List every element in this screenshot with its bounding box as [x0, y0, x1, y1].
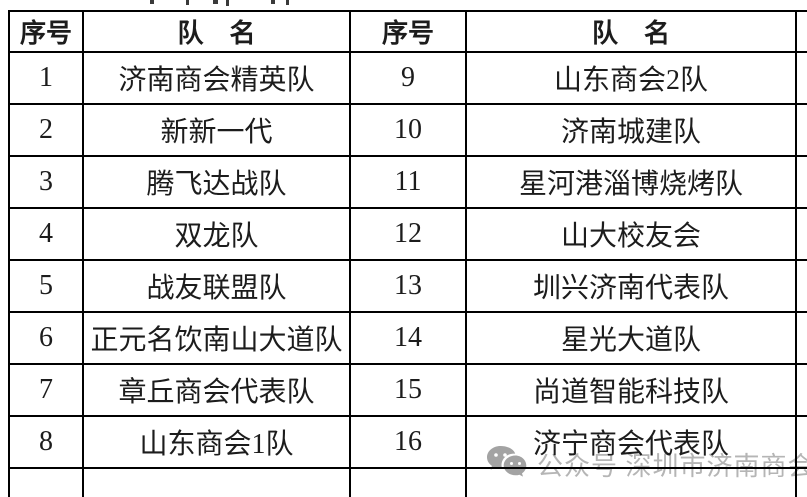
cell-sliver: [795, 363, 807, 417]
cell-sliver: [795, 415, 807, 469]
cell-team: 圳兴济南代表队: [465, 259, 797, 313]
table-row: 3 腾飞达战队 11 星河港淄博烧烤队: [8, 155, 807, 209]
cell-sliver: [795, 311, 807, 365]
cell-no: [8, 467, 84, 497]
table-row: 4 双龙队 12 山大校友会: [8, 207, 807, 261]
header-sliver: [795, 10, 807, 53]
cell-no: 3: [8, 155, 84, 209]
cell-sliver: [795, 207, 807, 261]
cropped-title-fragment: [0, 0, 807, 8]
cell-no: 5: [8, 259, 84, 313]
cell-no: 13: [349, 259, 467, 313]
table-row: 6 正元名饮南山大道队 14 星光大道队: [8, 311, 807, 365]
cell-no: 16: [349, 415, 467, 469]
cell-no: 9: [349, 51, 467, 105]
cell-no: 15: [349, 363, 467, 417]
cell-sliver: [795, 51, 807, 105]
cell-team: 双龙队: [82, 207, 351, 261]
cell-no: 4: [8, 207, 84, 261]
cell-team: 新新一代: [82, 103, 351, 157]
header-row: 序号 队 名 序号 队 名: [8, 10, 807, 53]
cell-sliver: [795, 259, 807, 313]
header-no-right: 序号: [349, 10, 467, 53]
cell-no: 7: [8, 363, 84, 417]
cell-team: 山大校友会: [465, 207, 797, 261]
cell-no: [349, 467, 467, 497]
cell-no: 2: [8, 103, 84, 157]
cell-team: 济南城建队: [465, 103, 797, 157]
cell-team: 章丘商会代表队: [82, 363, 351, 417]
cell-no: 6: [8, 311, 84, 365]
cell-sliver: [795, 155, 807, 209]
cell-team: 济南商会精英队: [82, 51, 351, 105]
cell-no: 12: [349, 207, 467, 261]
cell-team: 星河港淄博烧烤队: [465, 155, 797, 209]
cell-team: 山东商会1队: [82, 415, 351, 469]
table-row: 7 章丘商会代表队 15 尚道智能科技队: [8, 363, 807, 417]
cell-team: 正元名饮南山大道队: [82, 311, 351, 365]
table-row: 8 山东商会1队 16 济宁商会代表队: [8, 415, 807, 469]
cell-team: 星光大道队: [465, 311, 797, 365]
header-no-left: 序号: [8, 10, 84, 53]
cell-team: [82, 467, 351, 497]
cell-sliver: [795, 467, 807, 497]
cell-no: 14: [349, 311, 467, 365]
cell-team: [465, 467, 797, 497]
cell-no: 10: [349, 103, 467, 157]
header-team-right: 队 名: [465, 10, 797, 53]
cell-team: 腾飞达战队: [82, 155, 351, 209]
cell-team: 济宁商会代表队: [465, 415, 797, 469]
table-row-partial: [8, 467, 807, 497]
team-roster-table: 序号 队 名 序号 队 名 1 济南商会精英队 9 山东商会2队 2 新新一代 …: [8, 10, 807, 497]
cell-sliver: [795, 103, 807, 157]
cell-team: 尚道智能科技队: [465, 363, 797, 417]
cell-no: 11: [349, 155, 467, 209]
table-row: 1 济南商会精英队 9 山东商会2队: [8, 51, 807, 105]
cell-team: 战友联盟队: [82, 259, 351, 313]
cell-no: 8: [8, 415, 84, 469]
cell-team: 山东商会2队: [465, 51, 797, 105]
table-row: 2 新新一代 10 济南城建队: [8, 103, 807, 157]
header-team-left: 队 名: [82, 10, 351, 53]
cell-no: 1: [8, 51, 84, 105]
table-row: 5 战友联盟队 13 圳兴济南代表队: [8, 259, 807, 313]
